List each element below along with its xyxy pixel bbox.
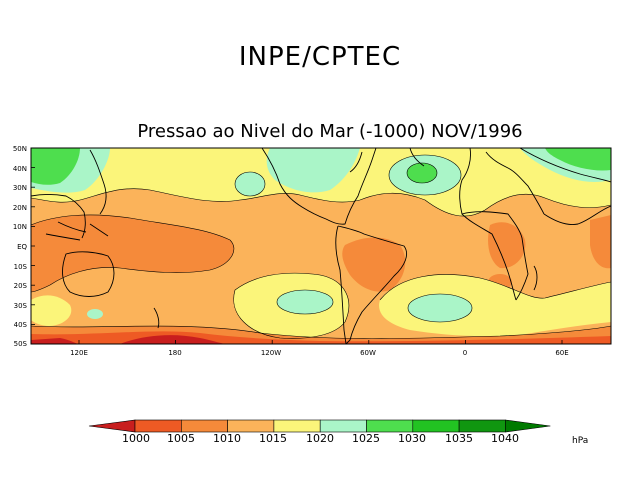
colorbar-level-label: 1015 [259,432,287,445]
colorbar-box [366,419,414,433]
lat-label: 30N [13,184,27,192]
lat-label: 50N [13,145,27,153]
contour-band-1005-africa [488,222,526,269]
colorbar-arrow-high [505,419,551,433]
lat-label: 30S [14,302,28,310]
lat-label: 40N [13,165,27,173]
colorbar-level-label: 1040 [491,432,519,445]
lat-label: 10S [14,263,28,271]
lon-label: 120W [261,349,281,357]
lat-label: EQ [17,243,27,251]
lat-label: 10N [13,223,27,231]
colorbar-level-label: 1005 [167,432,195,445]
colorbar-arrow-low [88,419,136,433]
contour-band-1020-south-atlantic [408,294,472,322]
contour-band-1005-indian-ocean [590,215,611,269]
colorbar-box [227,419,275,433]
lat-label: 20S [14,282,28,290]
colorbar-box [458,419,506,433]
lon-label: 180 [168,349,181,357]
colorbar-box [319,419,367,433]
colorbar-box [134,419,182,433]
colorbar-units: hPa [572,436,589,446]
contour-band-1025-atlantic [407,163,437,183]
lon-label: 0 [463,349,467,357]
contour-band-1015-australia [31,295,72,326]
contour-band-1025-ne [545,148,611,171]
colorbar-box [273,419,321,433]
lon-label: 60E [555,349,568,357]
coastlines [31,148,611,344]
map-title: Pressao ao Nivel do Mar (-1000) NOV/1996 [137,121,523,142]
lat-label: 40S [14,321,28,329]
colorbar-box [181,419,228,433]
colorbar-level-label: 1000 [122,432,150,445]
contour-band-below-1000-southwest [31,338,78,344]
contour-band-1005-tropics-west [31,214,234,292]
lon-label: 120E [70,349,88,357]
colorbar-level-label: 1030 [398,432,426,445]
contour-band-1005-south-america [342,237,406,292]
contour-band-1025-nw [31,148,80,185]
colorbar-level-label: 1010 [213,432,241,445]
contour-band-1020-north [266,148,360,193]
lat-label: 20N [13,204,27,212]
colorbar-box [412,419,460,433]
contour-band-1020-south-pacific [277,290,333,314]
contour-band-1015-pacific-ne [235,172,265,196]
colorbar-level-label: 1025 [352,432,380,445]
contour-band-1020-australia [87,309,103,319]
lat-label: 50S [14,340,28,348]
lon-label: 60W [360,349,376,357]
colorbar-level-label: 1035 [445,432,473,445]
colorbar-level-label: 1020 [306,432,334,445]
organization-title: INPE/CPTEC [238,42,402,72]
contour-band-below-1000-southern-belt [120,335,225,344]
